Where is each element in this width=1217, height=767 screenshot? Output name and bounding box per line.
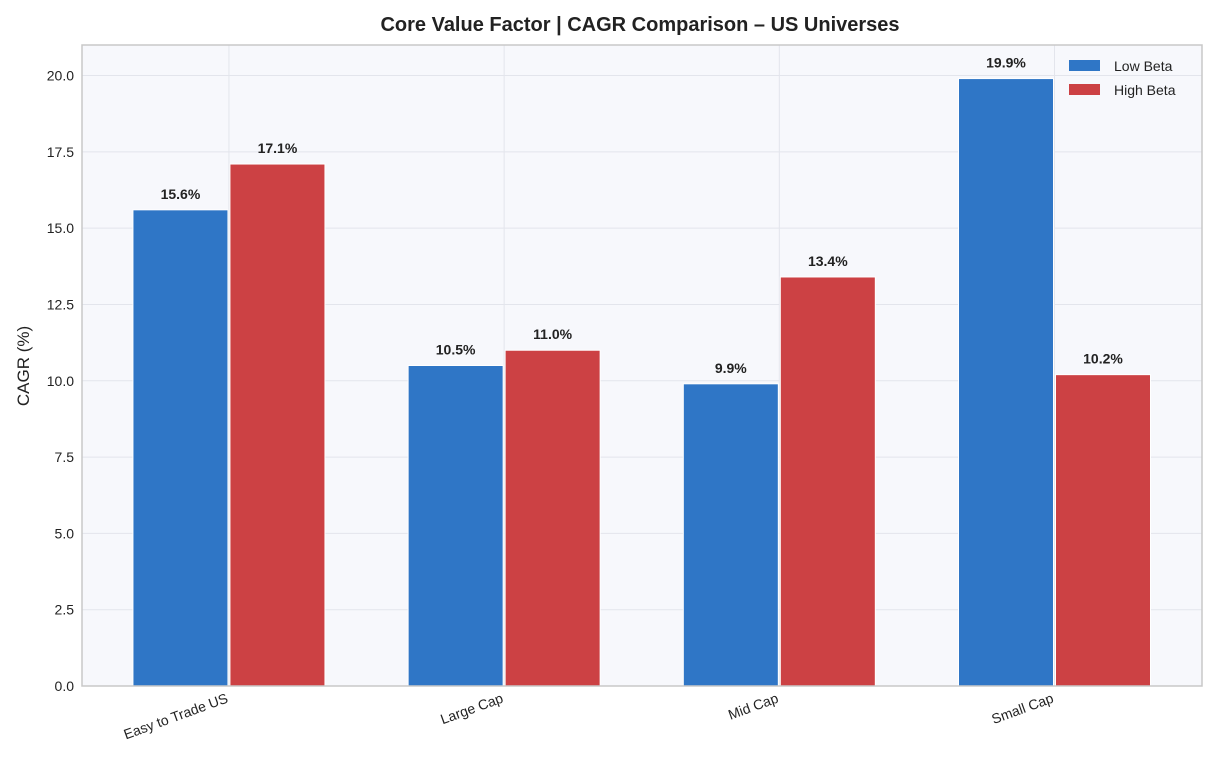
legend-swatch [1069, 60, 1100, 71]
y-tick-label: 12.5 [47, 296, 74, 312]
y-tick-label: 20.0 [47, 68, 74, 84]
plot-frame [81, 44, 1203, 687]
bar-low-beta [958, 78, 1055, 687]
data-label: 9.9% [715, 360, 747, 376]
legend-label: Low Beta [1114, 58, 1173, 74]
bar-high-beta [1055, 374, 1152, 687]
bar-low-beta [407, 365, 504, 687]
x-tick-label: Mid Cap [726, 690, 781, 723]
data-label: 15.6% [161, 186, 201, 202]
y-tick-label: 17.5 [47, 144, 74, 160]
data-label: 13.4% [808, 253, 848, 269]
y-tick-label: 15.0 [47, 220, 74, 236]
y-tick-label: 5.0 [55, 525, 75, 541]
bar-high-beta [504, 349, 601, 687]
data-label: 11.0% [533, 326, 572, 342]
data-label: 10.5% [436, 342, 476, 358]
y-axis-label: CAGR (%) [14, 326, 33, 406]
x-tick-label: Small Cap [989, 690, 1055, 727]
y-tick-label: 2.5 [55, 602, 75, 618]
bar-low-beta [682, 383, 779, 687]
data-label: 17.1% [258, 140, 298, 156]
legend-label: High Beta [1114, 82, 1176, 98]
bar-high-beta [229, 163, 326, 687]
x-tick-label: Large Cap [438, 690, 505, 727]
y-tick-label: 0.0 [55, 678, 75, 694]
data-label: 10.2% [1083, 351, 1123, 367]
y-tick-label: 10.0 [47, 373, 74, 389]
bar-high-beta [779, 276, 876, 687]
data-label: 19.9% [986, 55, 1026, 71]
x-tick-label: Easy to Trade US [121, 690, 230, 743]
bar-low-beta [132, 209, 229, 687]
y-tick-label: 7.5 [55, 449, 75, 465]
chart-title: Core Value Factor | CAGR Comparison – US… [380, 14, 899, 36]
legend-swatch [1069, 84, 1100, 95]
